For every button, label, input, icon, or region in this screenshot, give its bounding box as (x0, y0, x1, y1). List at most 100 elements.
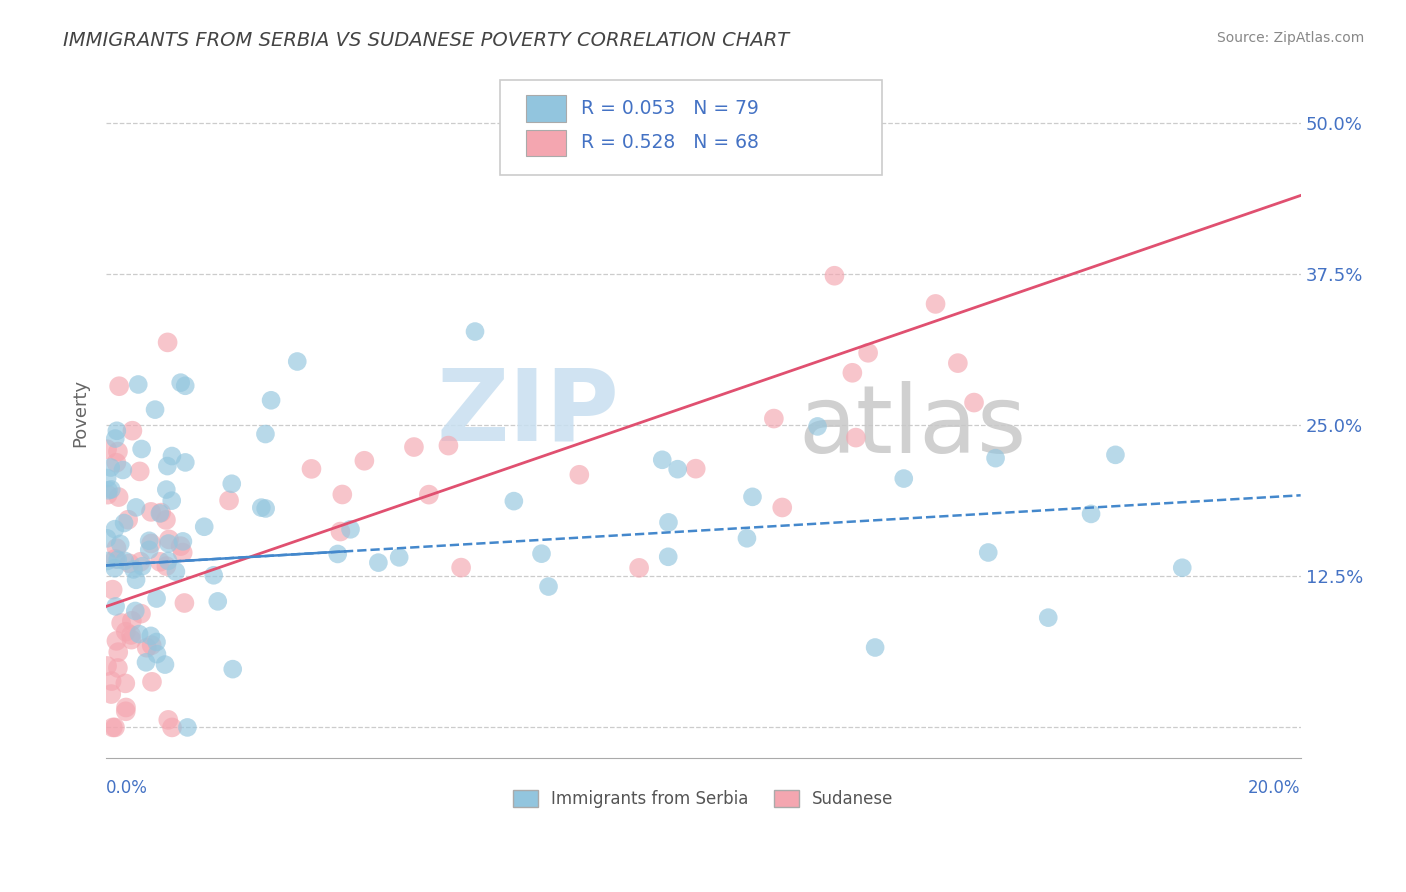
Point (141, 674, 163, 689)
Point (172, 545, 194, 559)
Point (330, 487, 353, 501)
Point (114, 624, 136, 639)
Point (568, 467, 591, 482)
Point (114, 704, 136, 718)
Point (176, 720, 198, 734)
Point (138, 533, 160, 548)
Point (108, 379, 131, 393)
Text: atlas: atlas (799, 381, 1028, 473)
Point (218, 493, 240, 508)
Point (105, 633, 128, 648)
Point (741, 490, 763, 504)
Point (104, 720, 127, 734)
Point (329, 524, 352, 539)
Point (285, 354, 308, 368)
Point (124, 604, 146, 618)
Point (105, 424, 128, 438)
Point (105, 456, 128, 470)
Point (100, 483, 122, 497)
Point (149, 507, 172, 521)
Point (104, 561, 127, 575)
Point (856, 345, 879, 359)
Point (101, 720, 124, 734)
Point (155, 513, 177, 527)
Point (107, 645, 129, 659)
Point (156, 335, 179, 350)
Point (127, 377, 149, 392)
Point (104, 599, 127, 614)
Point (1080, 507, 1102, 521)
Point (149, 555, 172, 569)
Text: 20.0%: 20.0% (1249, 780, 1301, 797)
Bar (526, 130, 565, 156)
Point (100, 687, 122, 701)
Point (120, 628, 142, 642)
Point (97, 483, 120, 498)
Point (254, 427, 277, 442)
Point (100, 460, 122, 475)
Point (254, 501, 277, 516)
Point (193, 520, 215, 534)
Point (101, 582, 124, 597)
Point (114, 554, 136, 568)
Point (121, 424, 143, 438)
Point (114, 676, 136, 690)
Point (628, 561, 651, 575)
Point (160, 720, 183, 734)
Text: R = 0.528   N = 68: R = 0.528 N = 68 (582, 134, 759, 153)
Point (222, 662, 245, 676)
Point (963, 395, 986, 409)
Point (464, 325, 486, 339)
Point (107, 661, 129, 675)
Point (100, 674, 122, 689)
Point (418, 488, 440, 502)
Point (107, 490, 129, 504)
Point (117, 513, 139, 527)
Point (111, 463, 134, 477)
Point (155, 483, 177, 497)
Point (96, 554, 118, 568)
Point (169, 539, 191, 553)
Point (174, 378, 197, 392)
Point (1104, 448, 1126, 462)
Point (122, 562, 145, 576)
Point (139, 629, 162, 643)
Point (207, 594, 229, 608)
Point (131, 442, 153, 456)
Point (863, 640, 886, 655)
Point (893, 472, 915, 486)
Point (502, 494, 524, 508)
Point (806, 419, 828, 434)
Point (353, 454, 375, 468)
Point (770, 500, 793, 515)
Point (125, 573, 148, 587)
Point (150, 506, 173, 520)
Point (326, 547, 349, 561)
Point (107, 552, 129, 566)
Point (96, 531, 118, 545)
Point (112, 516, 135, 530)
Point (367, 556, 389, 570)
Point (156, 458, 179, 473)
Point (388, 550, 411, 565)
Point (666, 462, 689, 476)
Point (1171, 560, 1194, 574)
Point (135, 656, 157, 670)
Point (138, 542, 160, 557)
Point (118, 557, 141, 571)
Point (146, 647, 169, 661)
Point (157, 536, 180, 550)
Point (685, 461, 707, 475)
Point (657, 516, 679, 530)
Point (96, 471, 118, 485)
Point (160, 449, 183, 463)
Point (105, 541, 128, 555)
Point (128, 464, 150, 478)
Point (143, 402, 166, 417)
Point (125, 500, 148, 515)
Point (145, 635, 167, 649)
Point (823, 268, 845, 283)
Point (173, 596, 195, 610)
Point (402, 440, 425, 454)
Text: 0.0%: 0.0% (105, 780, 148, 797)
